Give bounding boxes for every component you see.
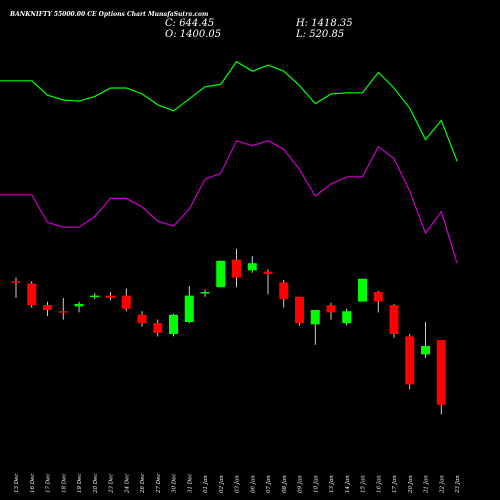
x-tick-label: 16 Dec xyxy=(30,474,36,494)
x-tick-label: 24 Dec xyxy=(124,474,130,495)
x-tick-label: 23 Jan xyxy=(455,475,461,494)
x-tick-label: 18 Dec xyxy=(61,474,67,494)
candle xyxy=(27,281,37,308)
candle-body xyxy=(121,295,131,309)
candle xyxy=(326,302,336,320)
x-tick-label: 06 Jan xyxy=(250,475,256,493)
candle xyxy=(58,298,68,320)
candle xyxy=(121,288,131,312)
x-tick-label: 23 Dec xyxy=(109,474,115,495)
candle xyxy=(310,310,320,345)
candle xyxy=(74,301,84,313)
candle xyxy=(153,319,163,337)
x-tick-label: 16 Jan xyxy=(376,475,382,493)
candle xyxy=(232,248,241,288)
open-label: O: 1400.05 xyxy=(165,29,221,40)
candle-body xyxy=(263,271,273,274)
x-tick-label: 31 Dec xyxy=(187,474,193,494)
candle xyxy=(389,304,399,338)
candle-body xyxy=(27,283,37,306)
chart-title: BANKNIFTY 55000.00 CE Options Chart Muna… xyxy=(9,11,208,18)
x-tick-label: 20 Jan xyxy=(408,475,414,494)
x-tick-label: 13 Dec xyxy=(14,474,20,494)
candle-body xyxy=(326,305,336,313)
candle xyxy=(106,292,115,301)
candle-body xyxy=(216,260,226,288)
x-tick-label: 14 Jan xyxy=(345,475,351,493)
candle xyxy=(342,308,352,326)
candle xyxy=(216,260,226,288)
high-label: H: 1418.35 xyxy=(295,18,353,29)
x-tick-label: 03 Jan xyxy=(235,475,241,493)
x-tick-label: 13 Jan xyxy=(329,475,335,493)
x-tick-label: 30 Dec xyxy=(172,474,178,494)
band-lines xyxy=(0,60,458,264)
candle xyxy=(247,256,257,273)
x-tick-label: 09 Jan xyxy=(298,475,304,493)
candle-body xyxy=(405,336,415,385)
x-tick-label: 22 Jan xyxy=(439,475,445,494)
candle xyxy=(11,277,21,298)
candle xyxy=(169,313,178,337)
low-label: L: 520.85 xyxy=(295,29,344,40)
upper-band-line xyxy=(0,60,458,162)
candle xyxy=(43,301,52,316)
candle-body xyxy=(200,292,210,294)
candle-body xyxy=(11,281,21,283)
candle-body xyxy=(358,278,367,302)
x-tick-label: 27 Dec xyxy=(156,474,162,495)
candle-body xyxy=(342,311,352,324)
candle xyxy=(279,280,289,308)
candle xyxy=(436,340,446,415)
candle-body xyxy=(106,295,115,298)
x-tick-label: 10 Jan xyxy=(313,475,319,493)
candle xyxy=(358,278,367,302)
x-tick-label: 17 Jan xyxy=(392,475,398,493)
x-tick-label: 01 Jan xyxy=(203,475,209,493)
candle-body xyxy=(58,311,68,313)
candle-body xyxy=(295,296,304,324)
candle xyxy=(263,269,273,295)
candles xyxy=(11,248,446,415)
candle-body xyxy=(184,295,194,322)
candle-body xyxy=(389,305,399,334)
candle xyxy=(200,289,210,297)
candle-body xyxy=(279,282,289,300)
candle-body xyxy=(373,292,383,302)
x-tick-label: 07 Jan xyxy=(266,475,272,493)
x-tick-label: 15 Jan xyxy=(361,475,367,493)
candle xyxy=(421,322,430,358)
x-tick-label: 26 Dec xyxy=(140,474,146,495)
candle xyxy=(373,290,383,313)
candle-body xyxy=(43,305,52,310)
candle xyxy=(295,296,304,326)
candle-body xyxy=(153,323,163,333)
candle-body xyxy=(169,314,178,334)
candle xyxy=(184,286,194,324)
candle-body xyxy=(74,304,84,307)
candle-body xyxy=(90,295,100,298)
candle xyxy=(405,334,415,390)
candle xyxy=(90,293,100,300)
candle xyxy=(137,311,147,327)
x-tick-label: 08 Jan xyxy=(282,475,288,493)
candle-body xyxy=(247,263,257,271)
x-tick-label: 21 Jan xyxy=(424,475,430,494)
x-tick-label: 19 Dec xyxy=(77,474,83,494)
x-tick-label: 17 Dec xyxy=(46,474,52,494)
lower-band-line xyxy=(0,140,458,264)
candle-body xyxy=(436,340,446,405)
candle-body xyxy=(232,259,241,278)
x-axis-ticks: 13 Dec 16 Dec 17 Dec 18 Dec 19 Dec 20 Dec 23 D… xyxy=(14,474,461,495)
candle-body xyxy=(421,346,430,355)
candle-body xyxy=(310,310,320,325)
x-tick-label: 02 Jan xyxy=(219,475,225,493)
close-label: C: 644.45 xyxy=(165,18,214,29)
x-tick-label: 20 Dec xyxy=(93,474,99,495)
candle-body xyxy=(137,314,147,324)
